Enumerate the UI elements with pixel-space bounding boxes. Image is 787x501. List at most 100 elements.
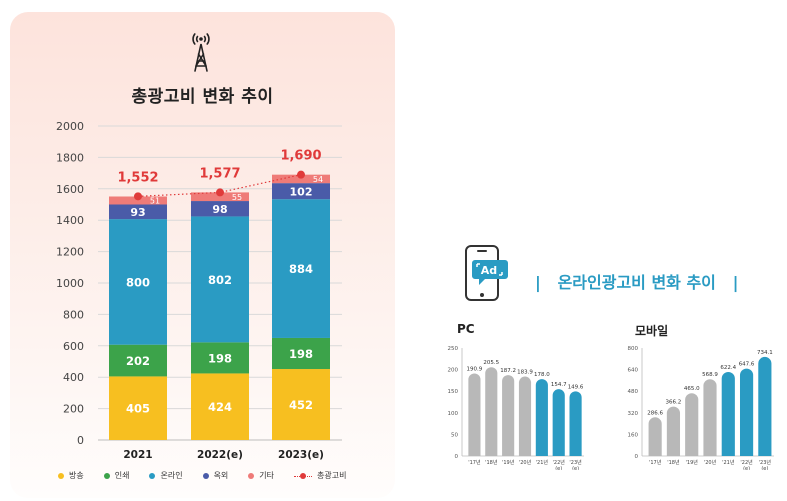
data-label: 884 — [289, 262, 313, 276]
bar-segment — [272, 199, 330, 338]
y-tick-label: 200 — [448, 368, 459, 374]
data-label: 366.2 — [666, 400, 682, 406]
legend-label: 옥외 — [213, 471, 229, 480]
title-text: 온라인광고비 변화 추이 — [557, 273, 716, 292]
x-tick-label: (e) — [743, 466, 750, 470]
legend-label: 총광고비 — [317, 471, 347, 480]
y-tick-label: 0 — [635, 454, 639, 460]
total-point — [297, 170, 305, 179]
bar-segment — [109, 344, 167, 377]
bar — [721, 371, 735, 456]
legend-label: 인쇄 — [114, 471, 130, 480]
legend: 방송 인쇄 온라인 옥외 기타 총광고비 — [58, 470, 346, 481]
legend-item-online: 온라인 — [149, 470, 183, 481]
y-tick-label: 2000 — [56, 120, 84, 133]
bar-segment — [109, 219, 167, 345]
total-label: 1,577 — [199, 166, 240, 181]
bar-segment — [272, 183, 330, 200]
y-tick-label: 100 — [448, 411, 459, 417]
y-tick-label: 160 — [628, 432, 639, 438]
x-tick-label: '23년 — [759, 459, 772, 466]
data-label: 93 — [130, 206, 145, 219]
bar — [535, 379, 548, 456]
total-point — [216, 188, 224, 197]
x-tick-label: '19년 — [686, 459, 699, 466]
bar-segment — [191, 373, 249, 440]
data-label: 205.5 — [483, 360, 499, 366]
x-tick-label: '17년 — [468, 459, 481, 466]
y-tick-label: 200 — [63, 403, 84, 416]
x-tick-label: '22년 — [740, 459, 753, 466]
data-label: 800 — [126, 275, 150, 289]
bar — [518, 376, 532, 456]
data-label: 55 — [232, 193, 242, 202]
x-tick-label: '20년 — [704, 459, 717, 466]
data-label: 622.4 — [720, 365, 736, 371]
data-label: 202 — [126, 354, 150, 368]
bar-segment — [272, 369, 330, 440]
legend-item-total: 총광고비 — [294, 470, 346, 481]
y-tick-label: 1000 — [56, 277, 84, 290]
total-label: 1,552 — [117, 170, 158, 185]
x-tick-label: '23년 — [569, 459, 582, 466]
bar-segment — [109, 376, 167, 440]
left-chart-title: 총광고비 변화 추이 — [131, 87, 274, 107]
x-tick-label: (e) — [572, 466, 579, 470]
x-tick-label: (e) — [761, 466, 768, 470]
pc-chart-title: PC — [457, 322, 475, 336]
y-tick-label: 0 — [455, 454, 459, 460]
bar-segment — [109, 204, 167, 220]
bar-segment — [272, 174, 330, 184]
x-tick-label: 2022(e) — [197, 449, 243, 461]
bar — [666, 406, 681, 456]
total-line: 1,552 1,577 1,690 — [117, 149, 322, 201]
data-label: 149.6 — [568, 384, 584, 390]
legend-swatch — [248, 472, 255, 479]
data-label: 465.0 — [684, 386, 700, 392]
bar-segment — [191, 216, 249, 343]
legend-label: 기타 — [259, 471, 275, 480]
legend-item-broadcast: 방송 — [58, 470, 84, 481]
x-tick-label: '20년 — [519, 459, 532, 466]
radio-tower-icon — [192, 33, 210, 72]
data-label: 54 — [313, 175, 323, 184]
y-tick-label: 800 — [63, 308, 84, 321]
legend-label: 온라인 — [160, 471, 183, 480]
bar-segment — [191, 201, 249, 217]
bar — [502, 375, 515, 456]
x-tick-label: 2021 — [123, 449, 152, 461]
bar-segment — [109, 196, 167, 205]
y-tick-label: 0 — [77, 434, 84, 447]
mobile-chart-title: 모바일 — [635, 324, 669, 338]
y-tick-label: 800 — [628, 346, 639, 352]
legend-item-print: 인쇄 — [103, 470, 130, 481]
bar — [468, 373, 481, 456]
data-label: 51 — [150, 197, 160, 206]
mobile-chart: 0 160 320 480 640 800 286.6 '17년 366.2 '18년 465.0 '… — [628, 346, 774, 470]
legend-swatch — [103, 472, 110, 479]
bar — [485, 367, 498, 456]
y-tick-label: 320 — [628, 411, 639, 417]
bar — [703, 379, 717, 456]
legend-swatch — [202, 472, 209, 479]
x-tick-label: '17년 — [649, 459, 662, 466]
pc-chart: 0 50 100 150 200 250 190.9 '17년 205.5 '18년 187.2 '1… — [448, 346, 584, 470]
data-label: 178.0 — [534, 372, 550, 378]
title-bar-left: | — [535, 273, 541, 292]
legend-line-swatch — [294, 472, 313, 479]
data-label: 568.9 — [702, 372, 718, 378]
legend-swatch — [149, 472, 156, 479]
x-tick-label: '21년 — [722, 459, 735, 466]
bar-segment — [272, 337, 330, 370]
data-label: 183.9 — [517, 370, 533, 376]
y-tick-label: 640 — [628, 368, 639, 374]
y-tick-label: 50 — [451, 432, 458, 438]
x-tick-label: '22년 — [553, 459, 566, 466]
title-bar-right: | — [732, 273, 739, 292]
right-chart-title: | 온라인광고비 변화 추이 | — [535, 269, 738, 293]
data-label: 286.6 — [647, 410, 663, 416]
legend-label: 방송 — [69, 471, 84, 480]
data-label: 154.7 — [551, 382, 567, 388]
y-tick-label: 480 — [628, 389, 639, 395]
